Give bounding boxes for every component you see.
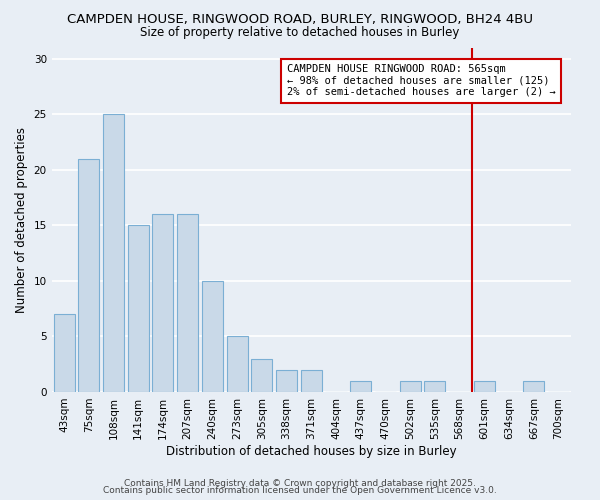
Bar <box>227 336 248 392</box>
Bar <box>301 370 322 392</box>
Bar <box>424 381 445 392</box>
Bar <box>350 381 371 392</box>
Bar <box>128 226 149 392</box>
Bar <box>103 114 124 392</box>
Bar <box>53 314 74 392</box>
Y-axis label: Number of detached properties: Number of detached properties <box>15 126 28 312</box>
Bar <box>400 381 421 392</box>
Bar <box>474 381 495 392</box>
Bar <box>276 370 297 392</box>
Text: CAMPDEN HOUSE, RINGWOOD ROAD, BURLEY, RINGWOOD, BH24 4BU: CAMPDEN HOUSE, RINGWOOD ROAD, BURLEY, RI… <box>67 12 533 26</box>
Bar <box>78 158 99 392</box>
Bar <box>152 214 173 392</box>
Bar <box>177 214 198 392</box>
Text: Contains public sector information licensed under the Open Government Licence v3: Contains public sector information licen… <box>103 486 497 495</box>
Bar <box>202 281 223 392</box>
Bar <box>251 358 272 392</box>
Text: Size of property relative to detached houses in Burley: Size of property relative to detached ho… <box>140 26 460 39</box>
Bar <box>523 381 544 392</box>
Text: CAMPDEN HOUSE RINGWOOD ROAD: 565sqm
← 98% of detached houses are smaller (125)
2: CAMPDEN HOUSE RINGWOOD ROAD: 565sqm ← 98… <box>287 64 556 98</box>
X-axis label: Distribution of detached houses by size in Burley: Distribution of detached houses by size … <box>166 444 457 458</box>
Text: Contains HM Land Registry data © Crown copyright and database right 2025.: Contains HM Land Registry data © Crown c… <box>124 478 476 488</box>
